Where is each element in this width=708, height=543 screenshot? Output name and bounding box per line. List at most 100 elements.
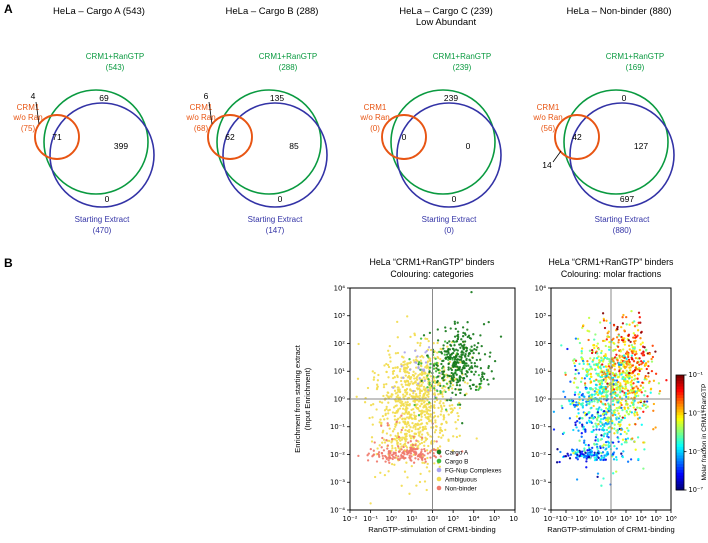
venn-title: HeLa – Non-binder (880): [566, 6, 671, 17]
venn-cargo-a: HeLa – Cargo A (543) CRM1+RanGTP (543) C…: [12, 6, 155, 235]
venn-circle-crm1-rangtp: [43, 89, 149, 195]
plot-subtitle: Colouring: categories: [390, 269, 474, 279]
set-count-crm1-wo-ran: (0): [370, 124, 380, 133]
set-count-crm1-rangtp: (239): [452, 63, 471, 72]
set-label-wo-ran: w/o Ran: [12, 113, 42, 122]
venn-title: HeLa – Cargo B (288): [226, 6, 319, 17]
y-tick-label: 10⁻³: [531, 479, 546, 487]
region-count-green-only: 0: [622, 93, 627, 103]
venn-circle-crm1-rangtp: [216, 89, 323, 195]
callout-line: [35, 101, 40, 125]
y-tick-label: 10⁻³: [330, 479, 345, 487]
y-axis-label-line1: Enrichment from starting extract: [293, 344, 302, 453]
x-tick-label: 10⁶: [665, 515, 677, 523]
x-tick-label: 10²: [605, 515, 617, 523]
legend-swatch-ambiguous: [436, 476, 442, 482]
region-count-callout: 6: [204, 91, 209, 101]
set-count-crm1-wo-ran: (56): [541, 124, 556, 133]
x-tick-label: 10¹: [590, 515, 602, 523]
x-axis-label: RanGTP-stimulation of CRM1-binding: [547, 525, 674, 534]
set-count-crm1-rangtp: (288): [279, 63, 298, 72]
y-tick-label: 10⁻²: [531, 451, 546, 459]
y-tick-label: 10⁻⁴: [531, 506, 546, 514]
legend-swatch-cargo-a: [436, 449, 442, 455]
venn-circle-crm1-wo-ran: [380, 114, 427, 160]
x-tick-label: 10⁻¹: [559, 515, 574, 523]
set-count-starting-extract: (147): [266, 226, 285, 235]
venn-title: HeLa – Cargo C (239): [399, 6, 492, 17]
x-tick-label: 10⁻¹: [363, 515, 378, 523]
venn-subtitle: Low Abundant: [416, 17, 477, 28]
y-tick-label: 10¹: [334, 368, 346, 376]
venn-circle-crm1-rangtp: [563, 89, 669, 195]
x-tick-label: 10⁻²: [343, 515, 358, 523]
x-axis-label: RanGTP-stimulation of CRM1-binding: [368, 525, 495, 534]
legend-swatch-cargo-b: [436, 458, 442, 464]
region-count-green-only: 239: [444, 93, 458, 103]
y-tick-label: 10⁻¹: [531, 423, 546, 431]
crosshair: [551, 288, 671, 510]
colorbar: 10⁻¹ 10⁻³ 10⁻⁵ 10⁻⁷ Molar fraction in CR…: [675, 371, 708, 494]
x-tick-label: 10⁵: [489, 515, 501, 523]
legend-label-non-binder: Non-binder: [445, 485, 477, 492]
scatter-points: [552, 309, 668, 487]
legend-swatch-fg-nup: [436, 467, 442, 473]
set-label-wo-ran: w/o Ran: [186, 113, 216, 122]
colorbar-tick-label: 10⁻⁷: [689, 486, 704, 494]
crosshair: [350, 288, 515, 510]
region-count-green-blue: 85: [290, 141, 300, 151]
axis-ticks: 10⁻²10⁻¹10⁰10¹10²10³10⁴10⁵10⁶10⁴10³10²10…: [330, 284, 518, 523]
set-count-crm1-wo-ran: (68): [194, 124, 209, 133]
venn-circle-starting-extract: [222, 102, 329, 208]
set-count-crm1-rangtp: (543): [106, 63, 125, 72]
x-tick-label: 10⁵: [650, 515, 662, 523]
venn-cargo-c: HeLa – Cargo C (239) Low Abundant CRM1+R…: [359, 6, 502, 235]
region-count-green-only: 135: [270, 93, 284, 103]
set-label-starting-extract: Starting Extract: [421, 215, 476, 224]
region-count-callout: 4: [31, 91, 36, 101]
colorbar-border: [675, 374, 685, 491]
legend-swatch-non-binder: [436, 485, 442, 491]
y-tick-label: 10³: [535, 312, 547, 320]
x-tick-label: 10⁻²: [544, 515, 559, 523]
colorbar-tick-label: 10⁻⁵: [689, 448, 704, 456]
set-label-crm1-rangtp: CRM1+RanGTP: [259, 52, 317, 61]
y-tick-label: 10⁴: [535, 284, 547, 292]
x-tick-label: 10⁴: [468, 515, 480, 523]
set-label-crm1: CRM1: [190, 103, 213, 112]
set-label-starting-extract: Starting Extract: [75, 215, 130, 224]
venn-circle-starting-extract: [395, 102, 502, 208]
region-count-green-blue: 127: [634, 141, 648, 151]
y-tick-label: 10⁴: [334, 284, 346, 292]
set-label-wo-ran: w/o Ran: [359, 113, 389, 122]
panel-a-label: A: [4, 2, 13, 16]
x-tick-label: 10⁶: [509, 515, 518, 523]
region-count-orange: 62: [226, 132, 236, 142]
x-tick-label: 10⁰: [575, 515, 587, 523]
venn-circle-starting-extract: [569, 102, 675, 208]
set-label-crm1-rangtp: CRM1+RanGTP: [432, 52, 490, 61]
venn-circle-starting-extract: [49, 102, 155, 208]
set-count-starting-extract: (470): [93, 226, 112, 235]
venn-cargo-b: HeLa – Cargo B (288) CRM1+RanGTP (288) C…: [186, 6, 329, 235]
panel-b-scatter-row: HeLa “CRM1+RanGTP” binders Colouring: ca…: [0, 250, 708, 543]
region-count-orange: 0: [401, 132, 406, 142]
y-tick-label: 10³: [334, 312, 346, 320]
set-label-crm1: CRM1: [17, 103, 40, 112]
x-tick-label: 10⁴: [635, 515, 647, 523]
y-tick-label: 10⁻²: [330, 451, 345, 459]
y-axis-label-line2: (Input Enrichment): [303, 367, 312, 430]
y-tick-label: 10¹: [535, 368, 547, 376]
region-count-blue-only: 697: [620, 194, 634, 204]
legend-label-cargo-a: Cargo A: [445, 449, 469, 456]
region-count-callout: 14: [542, 160, 552, 170]
plot-title: HeLa “CRM1+RanGTP” binders: [370, 257, 496, 267]
panel-a-venn-row: HeLa – Cargo A (543) CRM1+RanGTP (543) C…: [0, 2, 708, 248]
venn-circle-crm1-rangtp: [389, 89, 496, 195]
colorbar-tick-label: 10⁻³: [689, 410, 704, 418]
region-count-orange: 42: [572, 132, 582, 142]
x-tick-label: 10¹: [406, 515, 418, 523]
venn-circle-crm1-wo-ran: [207, 114, 254, 160]
